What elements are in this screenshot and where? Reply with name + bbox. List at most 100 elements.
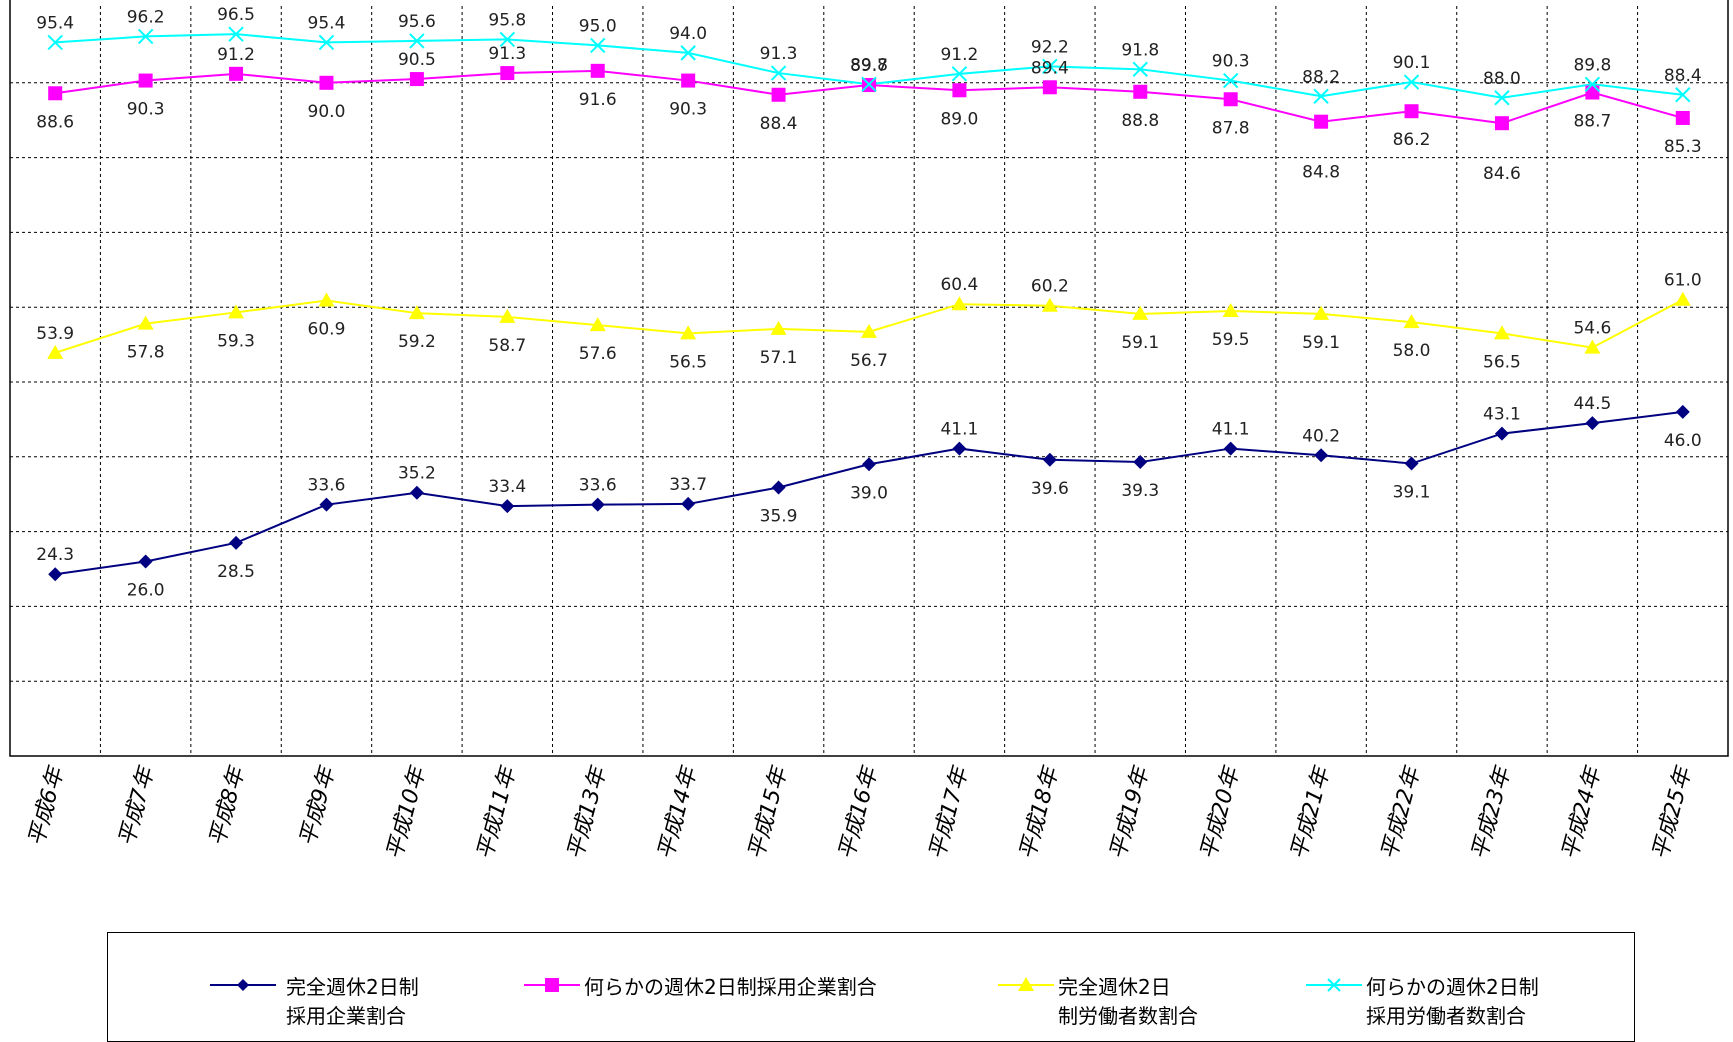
diamond-marker: [771, 480, 786, 495]
data-label: 59.5: [1212, 330, 1250, 350]
x-marker: [137, 28, 154, 45]
x-marker-stroke: [1222, 72, 1239, 89]
data-label: 91.3: [488, 44, 526, 64]
diamond-marker: [48, 567, 63, 582]
data-label: 56.7: [850, 351, 888, 371]
data-label: 59.1: [1302, 333, 1340, 353]
data-label: 24.3: [36, 545, 74, 565]
x-marker: [770, 65, 787, 81]
legend-item-series-4: 何らかの週休2日制 採用労働者数割合: [1304, 973, 1539, 1031]
data-label: 35.2: [398, 464, 436, 484]
x-marker-stroke: [318, 34, 335, 51]
data-label: 92.2: [1031, 37, 1069, 57]
square-marker: [1042, 80, 1057, 95]
legend-item-series-2: 何らかの週休2日制採用企業割合: [522, 973, 877, 1002]
diamond-marker: [138, 554, 153, 569]
x-marker-stroke: [770, 65, 787, 81]
x-tick-label: 平成20年: [1196, 763, 1245, 862]
x-marker-stroke: [1403, 74, 1420, 90]
triangle-marker: [408, 305, 425, 320]
x-tick-label: 平成17年: [925, 763, 974, 862]
data-label: 89.8: [850, 55, 888, 75]
x-tick-label: 平成21年: [1286, 763, 1335, 862]
plot-area-border: [9, 0, 1729, 757]
data-label: 53.9: [36, 324, 74, 344]
data-label: 60.2: [1031, 277, 1069, 297]
data-label: 28.5: [217, 562, 255, 582]
x-marker-stroke: [1584, 76, 1601, 93]
data-label: 89.0: [940, 109, 978, 129]
data-label: 39.6: [1031, 479, 1069, 499]
data-label: 56.5: [1483, 352, 1521, 372]
triangle-marker: [47, 344, 64, 359]
x-tick-label: 平成16年: [834, 763, 883, 862]
data-label: 94.0: [669, 24, 707, 44]
x-marker: [1403, 74, 1420, 90]
data-label: 40.2: [1302, 426, 1340, 446]
diamond-marker: [952, 441, 967, 456]
data-label: 90.1: [1393, 53, 1431, 73]
diamond-marker: [319, 497, 334, 512]
data-label: 95.4: [36, 13, 74, 33]
x-marker: [1042, 58, 1058, 75]
diamond-marker: [1223, 441, 1238, 456]
legend-item-series-1: 完全週休2日制 採用企業割合: [208, 973, 419, 1031]
diamond-marker: [1494, 426, 1509, 441]
data-label: 33.6: [308, 476, 346, 496]
square-marker: [1223, 92, 1238, 107]
x-tick-label: 平成23年: [1467, 763, 1516, 862]
x-marker-stroke: [680, 45, 696, 61]
x-tick-label: 平成24年: [1558, 763, 1607, 862]
data-label: 46.0: [1664, 431, 1702, 451]
x-tick-label: 平成11年: [473, 763, 522, 862]
diamond-marker: [590, 497, 605, 512]
data-label: 91.2: [217, 45, 255, 65]
data-label: 39.1: [1393, 483, 1431, 503]
square-marker: [229, 66, 244, 81]
square-marker: [1404, 104, 1419, 119]
data-label: 91.8: [1121, 40, 1159, 60]
data-label: 33.6: [579, 476, 617, 496]
data-label: 91.6: [579, 90, 617, 110]
x-marker: [1222, 72, 1239, 89]
legend-item-series-3: 完全週休2日 制労働者数割合: [996, 973, 1198, 1031]
triangle-marker: [951, 296, 968, 311]
data-label: 86.2: [1393, 130, 1431, 150]
x-tick-label: 平成10年: [382, 763, 431, 862]
legend-swatch-square-icon: [524, 978, 580, 992]
x-marker-stroke: [228, 26, 244, 42]
diamond-marker: [1042, 452, 1057, 467]
x-tick-label: 平成14年: [653, 763, 702, 862]
legend: 完全週休2日制 採用企業割合 何らかの週休2日制採用企業割合 完全週休2日 制労…: [107, 932, 1635, 1042]
data-label: 43.1: [1483, 405, 1521, 425]
triangle-marker: [680, 325, 697, 340]
x-marker: [951, 66, 968, 82]
triangle-marker: [1222, 302, 1239, 317]
diamond-marker: [862, 457, 876, 472]
diamond-marker: [1314, 448, 1329, 463]
legend-label-series-2: 何らかの週休2日制採用企業割合: [584, 975, 877, 999]
x-marker-stroke: [590, 37, 606, 54]
data-label: 96.2: [127, 7, 165, 27]
data-label: 95.4: [308, 13, 346, 33]
data-label: 41.1: [1212, 420, 1250, 440]
series-markers: [47, 26, 1691, 582]
data-label: 91.2: [940, 45, 978, 65]
x-marker-stroke: [1675, 87, 1691, 103]
data-label: 85.3: [1664, 137, 1702, 157]
diamond-marker: [409, 485, 424, 500]
data-label: 90.3: [127, 100, 165, 120]
legend-label-series-4: 何らかの週休2日制 採用労働者数割合: [1366, 975, 1539, 1028]
legend-label-series-1: 完全週休2日制 採用企業割合: [286, 975, 419, 1028]
square-marker: [409, 72, 424, 87]
data-label: 61.0: [1664, 271, 1702, 291]
triangle-marker: [499, 308, 516, 323]
square-marker: [771, 87, 786, 102]
data-label: 95.6: [398, 12, 436, 32]
diamond-marker: [1133, 455, 1148, 470]
diamond-marker: [1585, 416, 1600, 431]
data-labels: 24.3 26.0 28.5 33.6 35.2 33.4 33.6 33.7 35.9 39.0…: [36, 5, 1701, 600]
data-label: 39.3: [1121, 481, 1159, 501]
x-tick-label: 平成22年: [1377, 763, 1426, 862]
line-chart: 24.3 26.0 28.5 33.6 35.2 33.4 33.6 33.7 35.9 39.0…: [9, 0, 1729, 862]
